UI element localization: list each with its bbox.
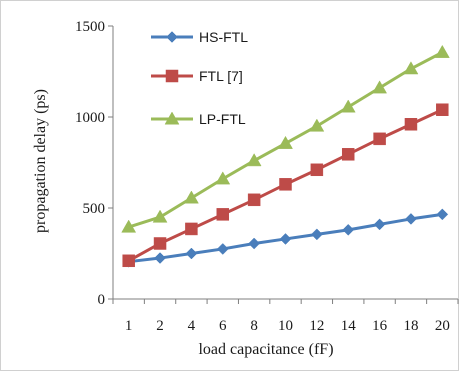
data-point-hs-ftl [279,233,292,245]
data-point-ftl-7 [247,193,261,207]
data-point-lp-ftl [340,99,356,113]
series-ftl-7 [122,103,449,268]
data-point-hs-ftl [311,228,323,241]
series-layer [121,44,450,268]
x-tick-label: 2 [156,318,164,334]
data-point-lp-ftl [372,80,388,94]
x-tick-label: 14 [341,318,357,334]
y-tick-label: 0 [98,292,106,308]
data-point-lp-ftl [434,44,450,58]
data-point-ftl-7 [341,148,355,161]
data-point-lp-ftl [403,61,419,75]
data-point-hs-ftl [154,252,166,264]
data-point-hs-ftl [185,247,198,260]
data-point-lp-ftl [309,118,325,132]
legend-entry-lp-ftl: LP-FTL [151,111,246,127]
x-tick-label: 18 [403,318,418,334]
x-tick-label: 8 [250,318,258,334]
series-hs-ftl [122,208,449,268]
legend-label-lp-ftl: LP-FTL [199,111,246,127]
data-point-lp-ftl [183,190,199,204]
data-point-ftl-7 [436,103,449,116]
data-point-ftl-7 [310,163,324,177]
data-point-ftl-7 [185,222,198,236]
data-point-ftl-7 [153,237,167,250]
data-point-ftl-7 [373,132,386,146]
y-axis-title: propagation delay (ps) [32,89,49,233]
legend-marker-hs-ftl [166,31,178,43]
y-tick-label: 1500 [75,19,105,35]
x-tick-label: 1 [125,318,133,334]
data-point-lp-ftl [278,135,293,149]
data-point-hs-ftl [342,223,355,236]
data-point-ftl-7 [122,254,135,268]
legend: HS-FTL FTL [7] LP-FTL [151,29,248,127]
data-point-ftl-7 [279,178,292,191]
x-tick-label: 12 [309,318,324,334]
legend-label-ftl-7: FTL [7] [199,68,243,84]
x-tick-label: 20 [435,318,450,334]
legend-entry-ftl-7: FTL [7] [151,68,243,84]
data-point-hs-ftl [436,208,449,221]
x-tick-label: 6 [219,318,227,334]
data-point-hs-ftl [373,218,386,231]
data-point-lp-ftl [121,219,137,233]
legend-marker-lp-ftl [164,111,180,125]
data-point-lp-ftl [152,209,168,223]
data-point-hs-ftl [405,213,417,225]
data-point-hs-ftl [248,237,260,250]
legend-label-hs-ftl: HS-FTL [199,29,248,45]
data-point-lp-ftl [246,153,262,167]
x-tick-label: 16 [372,318,388,334]
x-tick-label: 10 [278,318,293,334]
y-tick-label: 500 [83,201,106,217]
data-point-ftl-7 [216,208,230,221]
data-point-hs-ftl [216,243,229,255]
legend-entry-hs-ftl: HS-FTL [151,29,248,45]
y-tick-label: 1000 [75,110,105,126]
data-point-lp-ftl [215,171,231,185]
data-point-ftl-7 [404,118,418,131]
legend-marker-ftl-7 [165,69,179,83]
series-lp-ftl [121,44,450,233]
x-axis-title: load capacitance (fF) [198,341,333,358]
x-tick-label: 4 [188,318,196,334]
